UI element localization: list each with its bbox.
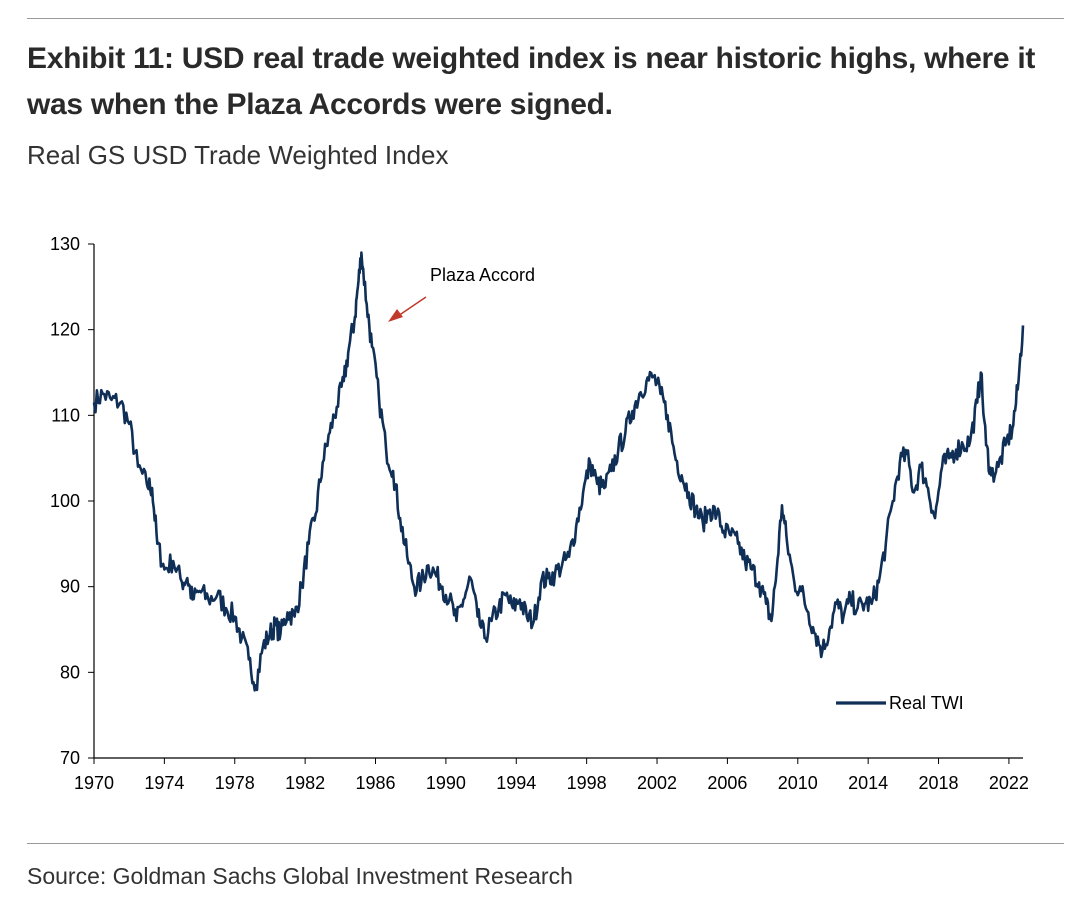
plaza-accord-annotation-label: Plaza Accord	[430, 265, 535, 285]
x-tick-label: 1990	[426, 773, 466, 793]
x-tick-label: 2006	[707, 773, 747, 793]
plaza-accord-arrow	[397, 296, 427, 317]
y-tick-label: 100	[50, 491, 80, 511]
x-tick-label: 2014	[848, 773, 888, 793]
x-tick-label: 2018	[919, 773, 959, 793]
x-tick-label: 1974	[144, 773, 184, 793]
annotation-layer: Plaza Accord	[388, 265, 535, 322]
x-tick-label: 1994	[496, 773, 536, 793]
legend-label-real-twi: Real TWI	[889, 693, 964, 713]
y-tick-label: 110	[51, 405, 80, 425]
exhibit-title: Exhibit 11: USD real trade weighted inde…	[27, 42, 1036, 121]
y-tick-label: 130	[50, 234, 80, 254]
x-tick-label: 2022	[989, 773, 1029, 793]
x-tick-label: 1998	[567, 773, 607, 793]
y-axis: 70 80 90 100 110 120 130	[50, 234, 95, 768]
y-tick-label: 80	[60, 662, 80, 682]
x-tick-label: 1978	[215, 773, 255, 793]
series-line-real-twi	[92, 251, 1025, 692]
top-rule	[27, 18, 1064, 19]
series-layer	[92, 251, 1025, 692]
x-tick-label: 2010	[778, 773, 818, 793]
x-tick-label: 2002	[637, 773, 677, 793]
x-tick-label: 1982	[285, 773, 325, 793]
x-axis: 1970 1974 1978 1982 1986 1990 1994 1998 2002 2006…	[74, 757, 1029, 793]
bottom-rule	[27, 843, 1064, 844]
chart-subtitle: Real GS USD Trade Weighted Index	[27, 140, 449, 170]
plaza-accord-arrow-head	[388, 309, 403, 322]
y-tick-label: 120	[50, 320, 80, 340]
x-tick-label: 1970	[74, 773, 114, 793]
y-tick-label: 70	[60, 748, 80, 768]
y-tick-label: 90	[60, 577, 80, 597]
x-tick-label: 1986	[355, 773, 395, 793]
source-note: Source: Goldman Sachs Global Investment …	[27, 863, 573, 889]
legend: Real TWI	[836, 693, 964, 713]
